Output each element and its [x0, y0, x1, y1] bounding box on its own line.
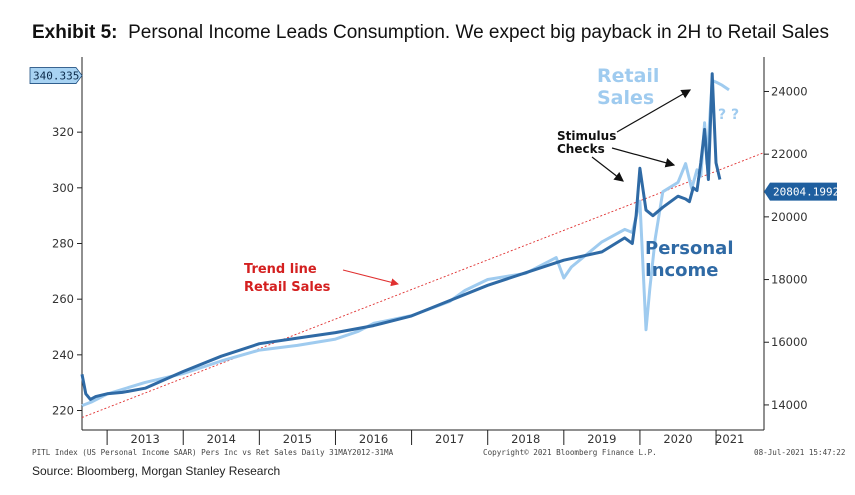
x-tick-label: 2021 [715, 432, 744, 446]
personal-income-line [80, 72, 722, 401]
footer-right: 08-Jul-2021 15:47:22 [754, 448, 845, 457]
source-note: Source: Bloomberg, Morgan Stanley Resear… [32, 464, 281, 478]
left-tick-label: 220 [52, 404, 74, 418]
left-tick-label: 260 [52, 292, 74, 306]
x-tick-label: 2016 [359, 432, 388, 446]
right-tick-label: 24000 [771, 84, 808, 98]
x-tick-label: 2017 [435, 432, 464, 446]
x-tick-label: 2014 [207, 432, 236, 446]
x-tick-label: 2015 [283, 432, 312, 446]
stimulus-arrow-retail [616, 89, 692, 133]
trend-label-line1: Trend line [244, 262, 317, 277]
question-marks: ? ? [718, 107, 739, 123]
right-value-badge [764, 182, 837, 201]
footer-left: PITL Index (US Personal Income SAAR) Per… [32, 448, 394, 457]
left-tick-label: 280 [52, 237, 74, 251]
chart-title: Exhibit 5: Personal Income Leads Consump… [32, 22, 829, 44]
x-tick-label: 2019 [587, 432, 616, 446]
stimulus-label-line1: Stimulus [557, 129, 616, 143]
right-tick-label: 16000 [771, 335, 808, 349]
retail-sales-label-line2: Sales [597, 87, 654, 109]
trend-arrow [342, 269, 399, 287]
right-tick-label: 18000 [771, 273, 808, 287]
left-tick-label: 320 [52, 125, 74, 139]
right-tick-label: 22000 [771, 147, 808, 161]
right-tick-label: 14000 [771, 398, 808, 412]
x-tick-label: 2020 [663, 432, 692, 446]
x-tick-label: 2013 [131, 432, 160, 446]
title-text: Personal Income Leads Consumption. We ex… [128, 22, 829, 43]
left-tick-label: 240 [52, 348, 74, 362]
left-value-badge [29, 67, 83, 84]
stimulus-arrow-income-2 [611, 147, 676, 168]
stimulus-arrow-income-1 [591, 156, 624, 182]
personal-income-label-line2: Income [645, 260, 719, 281]
right-tick-label: 20000 [771, 210, 808, 224]
right-value-badge-text: 20804.1992 [773, 186, 839, 199]
stimulus-label-line2: Checks [557, 142, 605, 156]
left-tick-label: 300 [52, 181, 74, 195]
trend-label-line2: Retail Sales [244, 280, 331, 295]
x-tick-label: 2018 [511, 432, 540, 446]
exhibit-label: Exhibit 5: [32, 22, 118, 43]
trend-line [81, 152, 765, 418]
footer-center: Copyright© 2021 Bloomberg Finance L.P. [483, 448, 657, 457]
personal-income-label-line1: Personal [645, 238, 734, 259]
retail-sales-label-line1: Retail [597, 65, 659, 87]
left-value-badge-text: 340.335 [33, 70, 79, 83]
